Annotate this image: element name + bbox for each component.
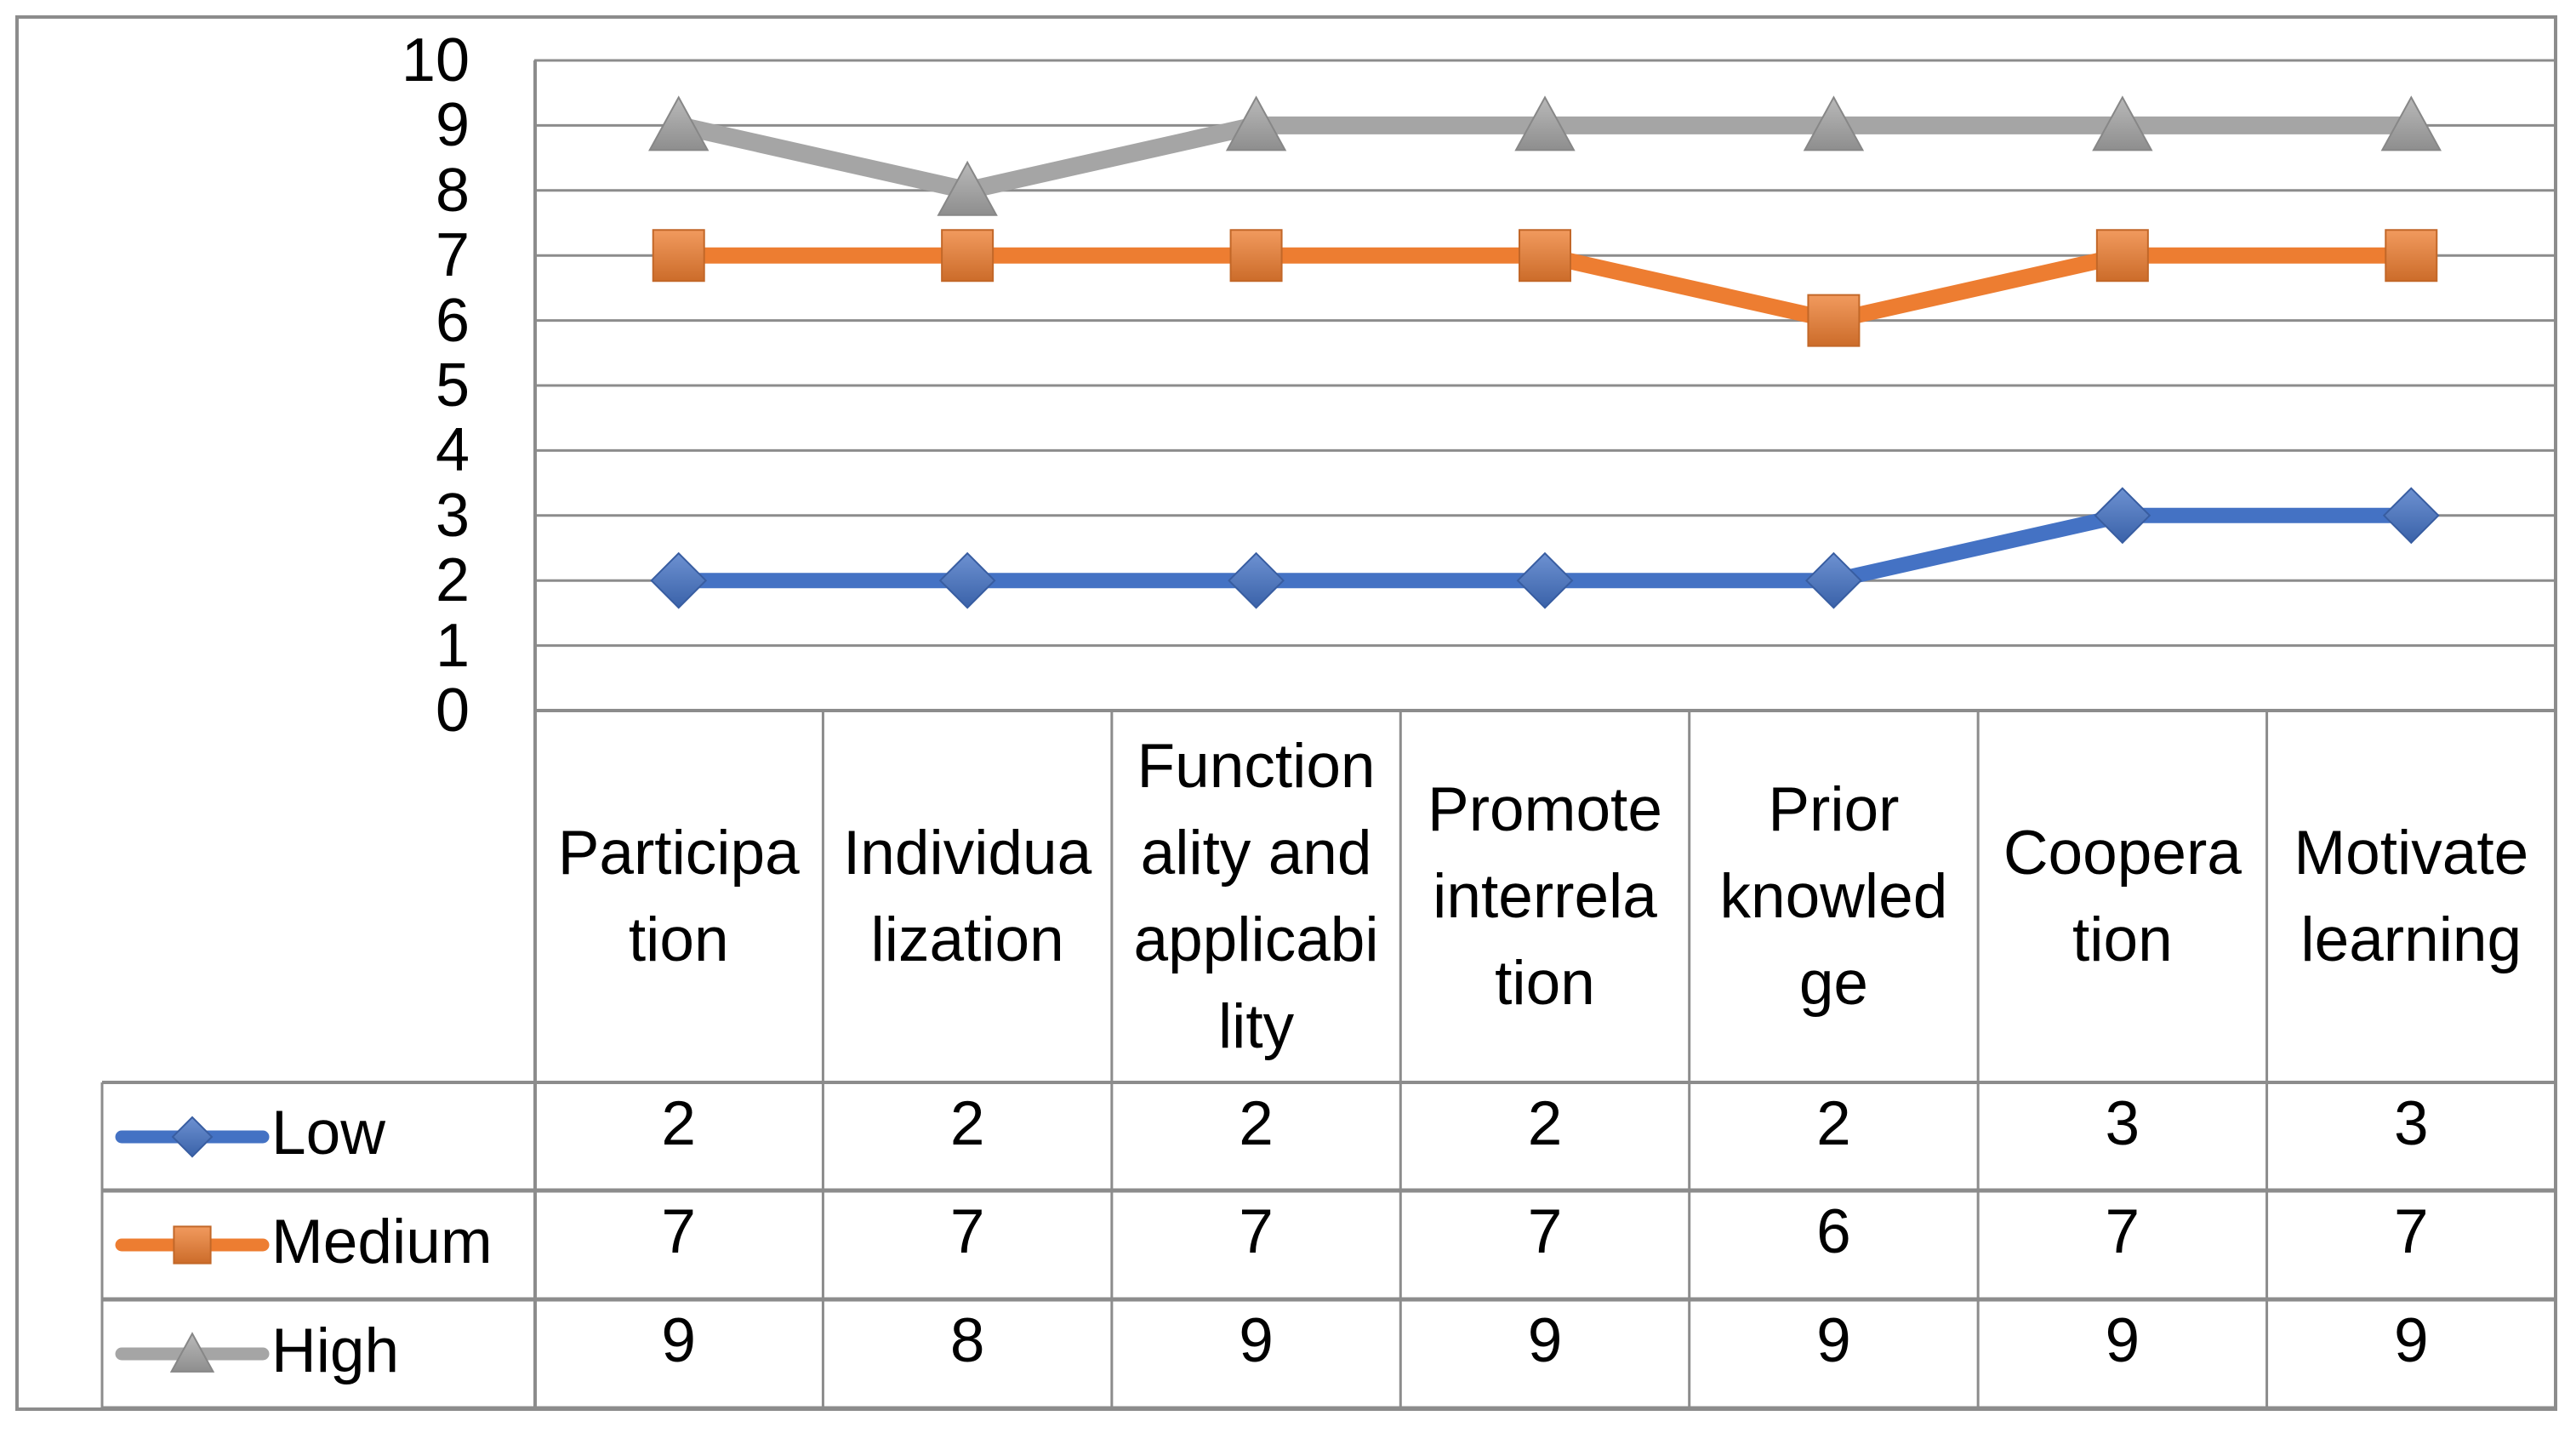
square-marker-icon — [652, 229, 705, 283]
y-axis-tick-label: 9 — [435, 91, 470, 160]
legend-swatch-high — [115, 1332, 270, 1373]
y-axis-tick-label: 8 — [435, 156, 470, 225]
diamond-marker-icon — [1228, 551, 1285, 609]
value-cell-medium-0: 7 — [661, 1197, 697, 1266]
triangle-marker-icon — [2380, 95, 2442, 151]
y-axis-tick-label: 2 — [435, 546, 470, 615]
value-cell-medium-4: 6 — [1816, 1197, 1851, 1266]
category-cell-line: tion — [628, 905, 729, 974]
value-cell-low-0: 2 — [661, 1089, 697, 1158]
value-cell-low-5: 3 — [2105, 1089, 2140, 1158]
value-cell-medium-1: 7 — [949, 1197, 985, 1266]
category-cell-line: tion — [1495, 948, 1595, 1018]
category-cell-line: lization — [870, 905, 1064, 974]
category-cell-line: interrela — [1433, 861, 1657, 931]
value-cell-low-4: 2 — [1816, 1089, 1851, 1158]
y-axis-tick-label: 1 — [435, 611, 470, 680]
diamond-marker-icon — [171, 1116, 214, 1157]
category-cell-line: Promote — [1428, 774, 1662, 844]
diamond-marker-icon — [2382, 487, 2440, 545]
square-marker-icon — [941, 229, 994, 283]
category-cell-line: Individua — [843, 818, 1092, 888]
square-marker-icon — [1807, 294, 1861, 347]
value-cell-low-6: 3 — [2393, 1089, 2429, 1158]
value-cell-medium-5: 7 — [2105, 1197, 2140, 1266]
y-axis-tick-label: 5 — [435, 351, 470, 420]
legend-label-low: Low — [271, 1099, 385, 1168]
triangle-marker-icon — [2092, 95, 2153, 151]
category-cell: Participa tion — [534, 711, 823, 1082]
value-cell-medium-2: 7 — [1239, 1197, 1274, 1266]
category-cell-line: Function — [1137, 731, 1376, 801]
category-cell: Prior knowled ge — [1690, 711, 1978, 1082]
legend-row-medium: Medium — [105, 1190, 532, 1299]
y-axis-tick-label: 3 — [435, 481, 470, 550]
category-cell: Coopera tion — [1978, 711, 2266, 1082]
square-marker-icon — [2385, 229, 2438, 283]
series-high — [648, 95, 2442, 216]
square-marker-icon — [2095, 229, 2149, 283]
value-cell-low-2: 2 — [1239, 1089, 1274, 1158]
category-cell-line: lity — [1217, 991, 1295, 1061]
category-cell-line: Motivate — [2294, 818, 2529, 888]
triangle-marker-icon — [1803, 95, 1865, 151]
category-cell-line: tion — [2072, 905, 2173, 974]
triangle-marker-icon — [169, 1332, 215, 1373]
diamond-marker-icon — [1805, 551, 1862, 609]
series-medium — [652, 229, 2438, 347]
diamond-marker-icon — [938, 551, 996, 609]
value-cell-high-2: 9 — [1239, 1306, 1274, 1375]
legend-row-low: Low — [105, 1082, 532, 1190]
triangle-marker-icon — [1225, 95, 1287, 151]
triangle-marker-icon — [648, 95, 710, 151]
diamond-marker-icon — [1516, 551, 1574, 609]
category-cell-line: ality and — [1140, 818, 1372, 888]
category-cell-line: applicabi — [1133, 905, 1379, 974]
legend-label-medium: Medium — [271, 1207, 493, 1276]
legend-row-high: High — [105, 1299, 532, 1408]
category-cell: Motivate learning — [2267, 711, 2556, 1082]
y-axis-tick-label: 4 — [435, 416, 470, 485]
series-low — [650, 487, 2440, 609]
value-cell-low-3: 2 — [1527, 1089, 1563, 1158]
diamond-marker-icon — [650, 551, 708, 609]
diamond-marker-icon — [2094, 487, 2151, 545]
triangle-marker-icon — [1514, 95, 1576, 151]
value-cell-low-1: 2 — [949, 1089, 985, 1158]
category-cell: Function ality and applicabi lity — [1112, 711, 1400, 1082]
category-cell-line: Coopera — [2003, 818, 2242, 888]
value-cell-high-3: 9 — [1527, 1306, 1563, 1375]
y-axis-tick-label: 10 — [401, 26, 470, 94]
value-cell-high-1: 8 — [949, 1306, 985, 1375]
y-axis-tick-label: 6 — [435, 286, 470, 355]
square-marker-icon — [1229, 229, 1283, 283]
square-marker-icon — [173, 1225, 212, 1265]
legend-label-high: High — [271, 1316, 400, 1385]
y-axis-tick-label: 7 — [435, 221, 470, 290]
value-cell-high-0: 9 — [661, 1306, 697, 1375]
category-cell: Individua lization — [823, 711, 1111, 1082]
value-cell-medium-3: 7 — [1527, 1197, 1563, 1266]
legend-swatch-medium — [115, 1225, 270, 1265]
category-cell-line: learning — [2300, 905, 2522, 974]
category-cell-line: ge — [1798, 948, 1869, 1018]
value-cell-high-4: 9 — [1816, 1306, 1851, 1375]
value-cell-high-6: 9 — [2393, 1306, 2429, 1375]
table-borders — [100, 60, 2556, 1411]
y-axis-tick-label: 0 — [435, 677, 470, 745]
category-cell-line: Participa — [557, 818, 800, 888]
triangle-marker-icon — [937, 160, 998, 216]
value-cell-high-5: 9 — [2105, 1306, 2140, 1375]
category-cell-line: Prior — [1768, 774, 1900, 844]
category-cell: Promote interrela tion — [1400, 711, 1689, 1082]
value-cell-medium-6: 7 — [2393, 1197, 2429, 1266]
legend-swatch-low — [115, 1116, 270, 1157]
category-cell-line: knowled — [1719, 861, 1948, 931]
square-marker-icon — [1519, 229, 1571, 283]
